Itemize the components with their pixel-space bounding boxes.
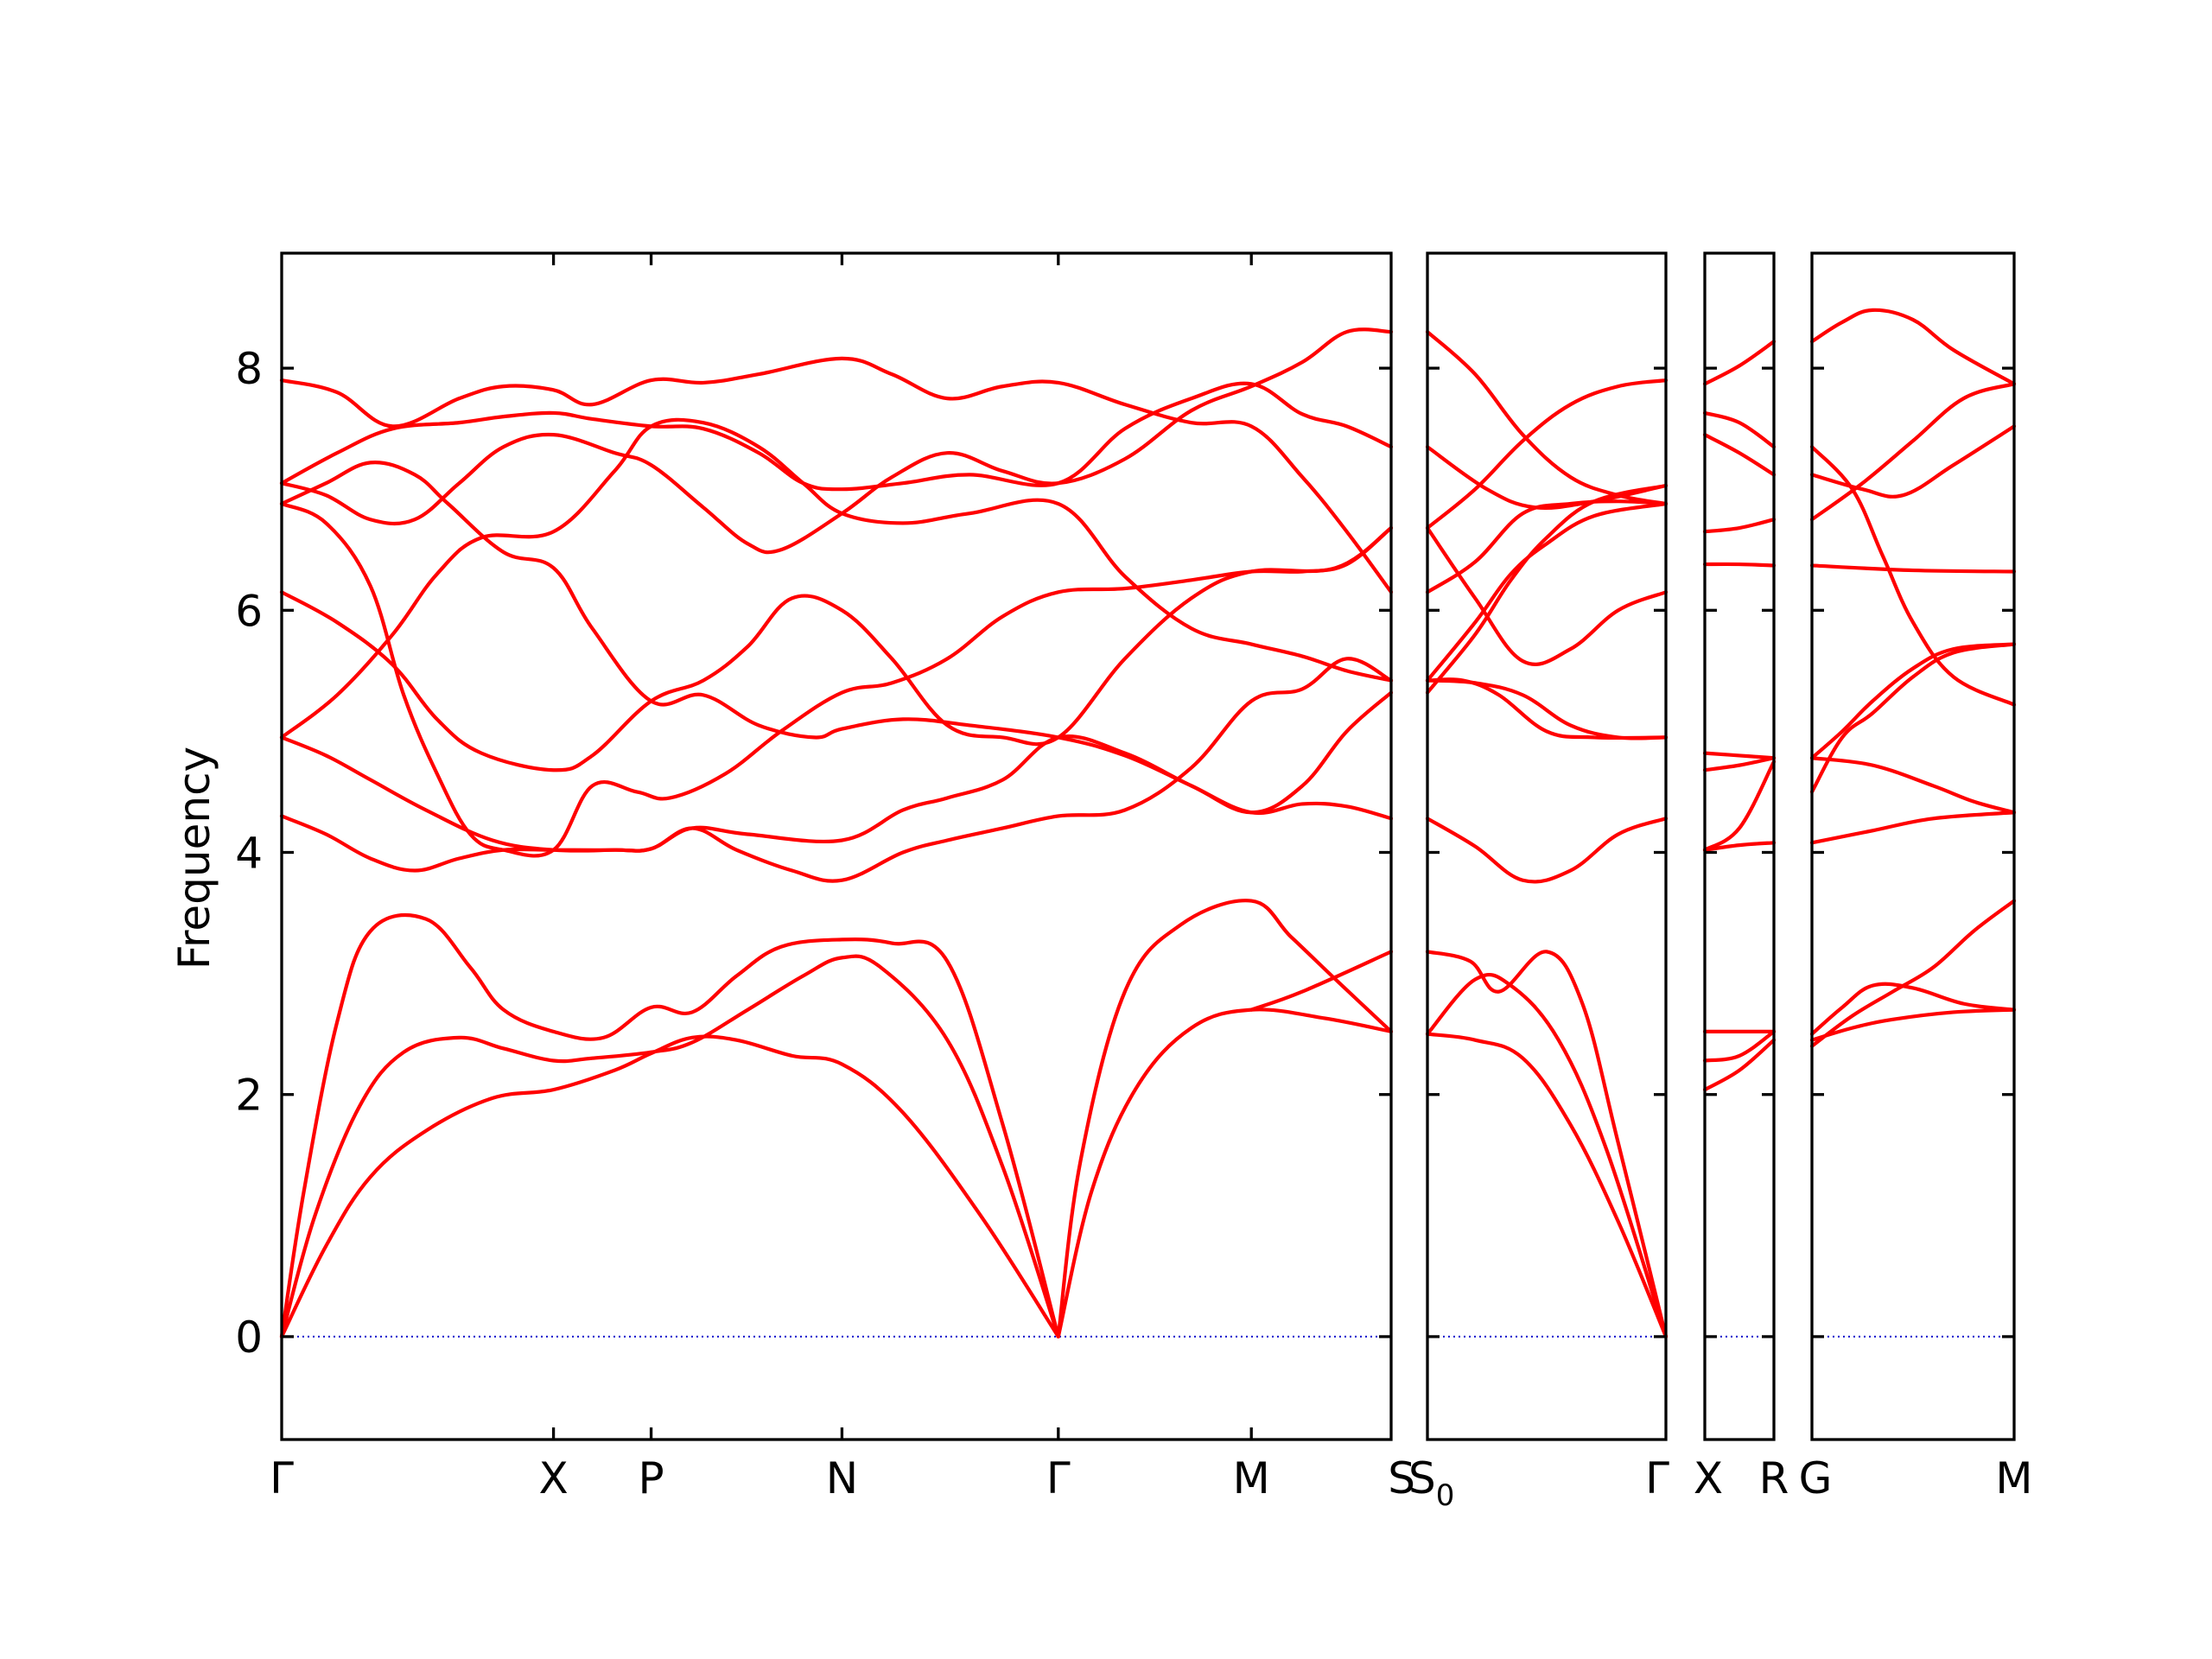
y-tick-label: 2	[235, 1071, 263, 1121]
band-line	[1809, 982, 2017, 1036]
band-line	[1702, 751, 1777, 760]
x-tick-label: Γ	[1046, 1453, 1071, 1503]
panel-frame	[1426, 251, 1668, 1441]
band-line	[1702, 518, 1777, 534]
panel-frame	[1703, 251, 1776, 1441]
x-tick-label: S0	[1408, 1453, 1454, 1513]
band-line	[279, 954, 1060, 1339]
x-tick-label: X	[538, 1453, 568, 1503]
x-tick-label: P	[638, 1453, 664, 1503]
band-line	[279, 381, 1394, 492]
panel-2: S0 Γ	[1408, 251, 1669, 1513]
band-line	[279, 461, 1394, 815]
x-tick-label: N	[826, 1453, 858, 1503]
band-line	[1702, 410, 1777, 449]
band-line	[1809, 1007, 2017, 1042]
x-tick-label: X	[1694, 1453, 1723, 1503]
band-line	[1702, 1038, 1777, 1092]
band-line	[1702, 756, 1777, 772]
band-line	[279, 501, 1394, 858]
band-line	[1809, 642, 2017, 794]
band-line	[1809, 899, 2017, 1048]
y-tick-label: 8	[235, 344, 263, 394]
band-line	[1702, 562, 1777, 568]
band-line	[1056, 1007, 1394, 1339]
band-line	[1809, 424, 2017, 499]
x-tick-label: M	[1995, 1453, 2032, 1503]
band-line	[1425, 329, 1669, 506]
x-tick-label: M	[1233, 1453, 1270, 1503]
band-line	[1056, 899, 1394, 1339]
x-tick-label: Γ	[270, 1453, 294, 1503]
panel-1: 0 2 4 6 8 Γ X P N Γ M S	[235, 251, 1415, 1503]
band-line	[1809, 382, 2017, 522]
band-line	[279, 525, 1394, 772]
band-line	[279, 356, 1394, 594]
band-line	[1702, 1029, 1777, 1063]
band-line	[1702, 340, 1777, 386]
band-line	[1249, 950, 1394, 1012]
x-tick-label: G	[1799, 1453, 1833, 1503]
band-line	[1702, 760, 1777, 852]
band-line	[1702, 841, 1777, 852]
panel-frame	[280, 251, 1393, 1441]
x-tick-label: S	[1388, 1453, 1415, 1503]
band-line	[1425, 378, 1669, 531]
band-line	[279, 912, 1060, 1339]
band-line	[1425, 950, 1669, 1339]
band-line	[1809, 563, 2017, 574]
band-line	[1425, 677, 1669, 741]
band-line	[279, 327, 1394, 555]
band-line	[1425, 817, 1669, 884]
band-line	[1702, 433, 1777, 477]
band-line	[1809, 308, 2017, 386]
x-tick-label: Γ	[1645, 1453, 1669, 1503]
band-line	[1425, 501, 1669, 683]
band-line	[1425, 972, 1669, 1339]
band-line	[1425, 1032, 1669, 1339]
band-line	[1809, 756, 2017, 815]
panel-frame	[1810, 251, 2016, 1441]
y-axis-label: Frequency	[169, 747, 219, 969]
x-tick-label: R	[1759, 1453, 1789, 1503]
band-line	[279, 1034, 1060, 1339]
band-line	[279, 657, 1394, 883]
y-tick-label: 6	[235, 586, 263, 636]
y-tick-label: 0	[235, 1313, 263, 1363]
band-line	[1809, 810, 2017, 845]
band-line	[1425, 525, 1669, 666]
y-tick-label: 4	[235, 829, 263, 879]
band-line	[1809, 642, 2017, 760]
